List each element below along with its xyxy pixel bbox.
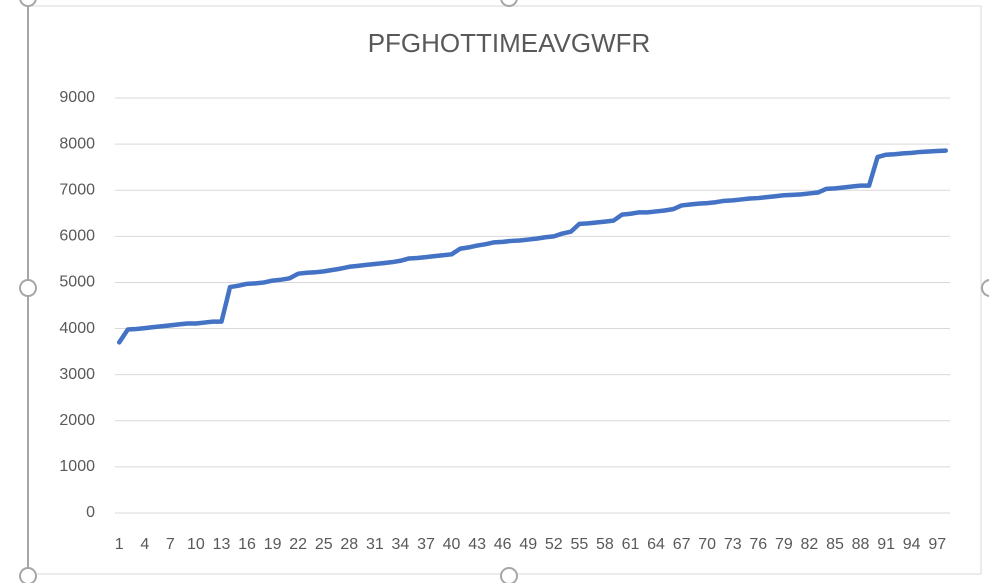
x-tick-label: 7 <box>166 536 175 553</box>
resize-handle[interactable] <box>19 567 37 583</box>
x-tick-label: 37 <box>417 536 435 553</box>
resize-handle[interactable] <box>981 279 989 297</box>
x-tick-label: 61 <box>622 536 640 553</box>
x-tick-label: 88 <box>852 536 870 553</box>
x-tick-label: 73 <box>724 536 742 553</box>
y-tick-label: 4000 <box>59 320 95 337</box>
x-tick-label: 58 <box>596 536 614 553</box>
x-tick-label: 52 <box>545 536 563 553</box>
resize-handle[interactable] <box>500 567 518 583</box>
x-tick-label: 43 <box>468 536 486 553</box>
y-tick-label: 5000 <box>59 274 95 291</box>
resize-handle[interactable] <box>19 0 37 7</box>
data-line <box>117 148 948 345</box>
x-tick-label: 16 <box>238 536 256 553</box>
x-tick-label: 19 <box>264 536 282 553</box>
y-tick-label: 7000 <box>59 181 95 198</box>
y-tick-label: 3000 <box>59 366 95 383</box>
x-tick-label: 91 <box>877 536 895 553</box>
y-tick-label: 6000 <box>59 228 95 245</box>
x-tick-label: 4 <box>140 536 149 553</box>
x-tick-label: 46 <box>494 536 512 553</box>
x-tick-label: 55 <box>570 536 588 553</box>
resize-handle[interactable] <box>19 279 37 297</box>
y-tick-label: 9000 <box>59 89 95 106</box>
x-tick-label: 31 <box>366 536 384 553</box>
x-tick-label: 79 <box>775 536 793 553</box>
x-tick-label: 34 <box>392 536 410 553</box>
x-tick-label: 67 <box>673 536 691 553</box>
chart-title: PFGHOTTIMEAVGWFR <box>368 28 651 58</box>
x-tick-label: 1 <box>115 536 124 553</box>
y-tick-label: 8000 <box>59 135 95 152</box>
x-tick-label: 22 <box>289 536 307 553</box>
x-tick-label: 85 <box>826 536 844 553</box>
x-tick-label: 94 <box>903 536 921 553</box>
x-tick-label: 10 <box>187 536 205 553</box>
x-tick-label: 76 <box>749 536 767 553</box>
y-tick-label: 1000 <box>59 458 95 475</box>
y-tick-label: 0 <box>86 504 95 521</box>
x-tick-label: 49 <box>519 536 537 553</box>
chart-area <box>27 5 982 575</box>
y-tick-label: 2000 <box>59 412 95 429</box>
x-tick-label: 13 <box>213 536 231 553</box>
x-tick-label: 70 <box>698 536 716 553</box>
x-tick-label: 82 <box>801 536 819 553</box>
x-tick-label: 40 <box>443 536 461 553</box>
resize-handle[interactable] <box>500 0 518 7</box>
x-tick-label: 25 <box>315 536 333 553</box>
x-tick-label: 64 <box>647 536 665 553</box>
x-tick-label: 28 <box>340 536 358 553</box>
x-tick-label: 97 <box>928 536 946 553</box>
